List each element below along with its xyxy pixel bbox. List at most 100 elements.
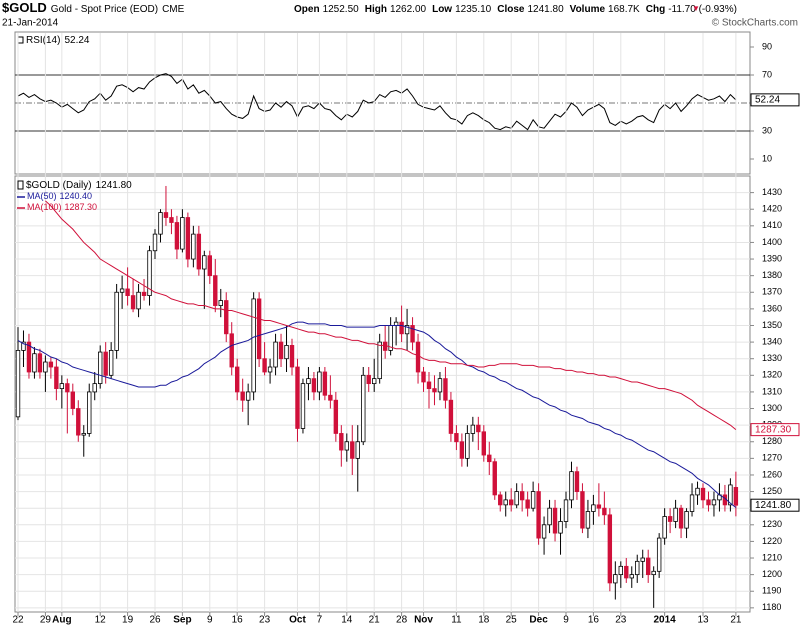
x-tick-label: Nov	[414, 615, 433, 626]
candle-body	[103, 351, 108, 376]
quote-label: Low	[432, 4, 452, 15]
moving-average-line	[45, 200, 737, 431]
quote-label: High	[365, 4, 387, 15]
legend-value: 1241.80	[96, 180, 133, 191]
quote-label: Volume	[570, 4, 606, 15]
x-tick-label: 12	[95, 615, 107, 626]
candle-body	[108, 349, 114, 376]
candle-body	[361, 374, 366, 443]
candle-body	[371, 378, 377, 385]
candle-body	[640, 557, 645, 562]
candle-body	[59, 383, 65, 390]
legend-name: $GOLD (Daily)	[26, 180, 92, 191]
instrument-name: Gold - Spot Price (EOD)	[51, 4, 158, 15]
y-tick-label: 70	[762, 69, 772, 79]
candle-body	[174, 222, 180, 250]
candle-body	[700, 487, 706, 501]
candle-body	[163, 212, 169, 218]
y-tick-label: 1420	[762, 204, 782, 214]
candle-body	[278, 341, 284, 360]
candle-body	[229, 333, 234, 368]
candle-body	[574, 471, 580, 492]
x-tick-label: 14	[341, 615, 353, 626]
y-tick-label: 1390	[762, 253, 782, 263]
candle-body	[180, 217, 185, 250]
legend-swatch	[17, 36, 24, 44]
candle-body	[706, 499, 711, 506]
y-tick-label: 1270	[762, 453, 782, 463]
x-tick-label: 13	[697, 615, 709, 626]
candle-body	[136, 291, 141, 310]
candle-body	[437, 378, 443, 393]
candle-body	[158, 212, 163, 235]
candle-body	[481, 431, 486, 456]
candle-body	[328, 394, 333, 401]
y-tick-label: 1330	[762, 353, 782, 363]
x-tick-label: 9	[563, 615, 569, 626]
x-tick-label: 23	[615, 615, 627, 626]
x-tick-label: 11	[451, 615, 462, 626]
candle-body	[32, 353, 37, 373]
y-tick-label: 1430	[762, 187, 782, 197]
candle-body	[695, 487, 700, 496]
x-tick-label: Dec	[529, 615, 548, 626]
x-tick-label: 2014	[654, 615, 677, 626]
y-tick-label: 90	[762, 41, 772, 51]
y-tick-label: 1370	[762, 287, 782, 297]
value-tag	[750, 93, 800, 107]
candle-body	[377, 341, 382, 380]
y-tick-label: 1250	[762, 486, 782, 496]
candle-body	[21, 341, 26, 351]
candle-body	[728, 484, 733, 506]
candle-body	[503, 499, 508, 506]
y-tick-label: 30	[762, 125, 772, 135]
candle-body	[70, 391, 75, 409]
x-tick-label: Oct	[289, 615, 306, 626]
candle-body	[547, 507, 552, 526]
candle-body	[426, 381, 432, 390]
candle-body	[618, 565, 623, 576]
value-tag-label: 52.24	[755, 95, 780, 106]
candle-body	[470, 424, 476, 434]
quote-label: Open	[294, 4, 320, 15]
rsi-line	[17, 73, 737, 131]
candle-body	[459, 441, 465, 459]
quote-label: Close	[497, 4, 525, 15]
candle-body	[224, 300, 229, 335]
x-tick-label: 26	[149, 615, 161, 626]
candle-body	[476, 424, 481, 433]
candle-body	[65, 383, 70, 393]
candle-body	[339, 433, 344, 451]
candle-body	[300, 383, 306, 429]
candle-body	[311, 378, 317, 393]
candle-body	[273, 341, 278, 368]
candle-body	[344, 441, 349, 451]
candle-body	[147, 250, 152, 296]
candle-body	[607, 514, 613, 584]
candle-body	[689, 494, 695, 512]
quote-value: 1262.00	[390, 4, 427, 15]
candle-body	[580, 491, 585, 529]
header-date: 21-Jan-2014	[2, 18, 59, 29]
candle-body	[213, 275, 218, 306]
candle-body	[48, 361, 54, 368]
y-tick-label: 1400	[762, 237, 782, 247]
candle-body	[130, 295, 136, 310]
candle-body	[646, 557, 651, 576]
candle-body	[541, 524, 547, 539]
source: © StockCharts.com	[712, 18, 798, 29]
x-tick-label: 29	[40, 615, 52, 626]
candle-body	[487, 454, 492, 463]
candle-body	[240, 391, 245, 401]
candle-body	[443, 378, 448, 401]
candle-body	[43, 361, 48, 373]
x-tick-label: Aug	[52, 615, 71, 626]
x-tick-label: 21	[369, 615, 381, 626]
candle-body	[635, 560, 640, 576]
value-tag-label: 1241.80	[755, 500, 792, 511]
candle-body	[465, 433, 470, 459]
candle-body	[98, 351, 103, 385]
candle-body	[284, 345, 289, 360]
symbol: $GOLD	[2, 0, 47, 15]
header-title: $GOLD Gold - Spot Price (EOD) CME	[2, 0, 185, 15]
